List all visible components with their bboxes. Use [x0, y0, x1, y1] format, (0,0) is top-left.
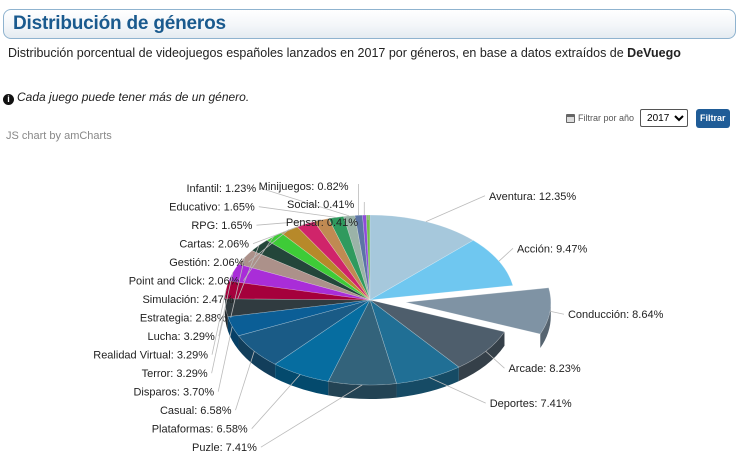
pie-slice-top: [369, 299, 460, 384]
pie-slice[interactable]: [224, 298, 371, 331]
pie-slice-top: [327, 299, 397, 386]
pie-slice-side: [540, 302, 551, 349]
pie-slice-top: [365, 214, 371, 301]
pie-slice-top: [224, 298, 371, 318]
label-leader-line: [235, 351, 255, 411]
slice-label: Social: 0.41%: [287, 199, 354, 211]
label-leader-line: [251, 374, 301, 429]
slice-label: Cartas: 2.06%: [179, 239, 249, 251]
pie-slice[interactable]: [274, 299, 371, 396]
slice-label: Deportes: 7.41%: [490, 398, 572, 410]
year-select[interactable]: 2017: [640, 109, 689, 127]
slice-label: Gestión: 2.06%: [169, 257, 244, 269]
pie-slices: [224, 214, 552, 399]
pie-slice[interactable]: [405, 287, 552, 349]
pie-slice-top: [224, 280, 371, 301]
slice-label: Terror: 3.29%: [142, 368, 208, 380]
pie-slice[interactable]: [369, 299, 460, 398]
pie-slice[interactable]: [369, 239, 514, 301]
label-leader-line: [252, 223, 306, 245]
pie-labels: Aventura: 12.35% Acción: 9.47% Conducción:…: [93, 181, 663, 454]
slice-label: Arcade: 8.23%: [508, 363, 580, 375]
slice-label: Realidad Virtual: 3.29%: [93, 350, 208, 362]
slice-label: Estrategia: 2.88%: [140, 313, 227, 325]
pie-slice-side: [458, 331, 505, 382]
pie-slice[interactable]: [238, 250, 371, 301]
pie-slice-top: [238, 299, 371, 365]
filter-label: Filtrar por año: [578, 113, 635, 123]
pie-slice-side: [275, 364, 329, 396]
pie-slice[interactable]: [354, 214, 371, 301]
label-leader-line: [429, 377, 486, 404]
pie-slice-side: [328, 381, 397, 399]
pie-slice-top: [369, 239, 514, 301]
slice-label: Simulación: 2.47%: [142, 294, 233, 306]
label-leader-line: [549, 310, 565, 315]
label-leader-line: [258, 206, 337, 218]
pie-slice[interactable]: [238, 299, 371, 379]
label-leader-line: [230, 257, 246, 318]
pie-slice-top: [369, 214, 474, 301]
slice-label: Disparos: 3.70%: [133, 387, 214, 399]
label-leader-line: [211, 289, 227, 355]
slice-label: Point and Click: 2.06%: [129, 276, 240, 288]
slice-label: Infantil: 1.23%: [186, 183, 256, 195]
pie-slice[interactable]: [328, 216, 371, 301]
slice-label: Conducción: 8.64%: [568, 309, 664, 321]
pie-slice[interactable]: [365, 214, 371, 301]
label-leader-line: [218, 272, 234, 337]
pie-slice-top: [405, 287, 552, 335]
pie-slice-top: [354, 214, 371, 301]
label-leader-line: [256, 219, 322, 226]
year-filter: Filtrar por año 2017 Filtrar: [566, 108, 730, 128]
pie-slice-top: [313, 218, 371, 301]
slice-label: Puzle: 7.41%: [192, 442, 257, 454]
label-leader-line: [237, 245, 260, 300]
slice-label: Lucha: 3.29%: [148, 331, 215, 343]
note-text: Cada juego puede tener más de un género.: [17, 90, 250, 104]
info-icon: i: [3, 94, 14, 105]
pie-slice-top: [238, 250, 371, 301]
pie-slice[interactable]: [369, 214, 474, 301]
label-leader-line: [485, 350, 505, 369]
page-title: Distribución de géneros: [13, 13, 226, 34]
chart-credit[interactable]: JS chart by amCharts: [6, 130, 112, 142]
slice-label: Educativo: 1.65%: [169, 202, 255, 214]
pie-slice-side: [396, 367, 459, 398]
label-leader-line: [425, 195, 486, 222]
slice-label: Pensar: 0.41%: [286, 217, 358, 229]
slice-label: RPG: 1.65%: [191, 220, 252, 232]
label-leader-line: [211, 307, 227, 374]
pie-slice-top: [328, 216, 371, 301]
slice-label: Acción: 9.47%: [517, 243, 588, 255]
subtitle-source: DeVuego: [627, 46, 681, 60]
label-leader-line: [260, 384, 363, 448]
label-leader-line: [498, 248, 514, 262]
pie-slice-side: [238, 335, 276, 379]
pie-slice-side: [227, 316, 239, 350]
page-header: Distribución de géneros: [3, 9, 736, 39]
pie-slice[interactable]: [224, 280, 371, 301]
filter-button[interactable]: Filtrar: [696, 108, 730, 128]
label-leader-line: [248, 229, 290, 263]
label-leader-line: [243, 236, 275, 281]
pie-slice[interactable]: [228, 263, 371, 301]
pie-slice[interactable]: [313, 218, 371, 301]
pie-slice-top: [228, 263, 371, 301]
slice-label: Plataformas: 6.58%: [152, 424, 248, 436]
pie-slice-top: [274, 299, 371, 382]
slice-label: Aventura: 12.35%: [489, 191, 576, 203]
pie-slice-side: [225, 300, 228, 331]
page-subtitle: Distribución porcentual de videojuegos e…: [8, 46, 681, 60]
info-note: i Cada juego puede tener más de un género…: [3, 90, 249, 105]
slice-label: Casual: 6.58%: [160, 405, 232, 417]
label-leader-line: [260, 187, 350, 217]
slice-label: Minijuegos: 0.82%: [259, 181, 349, 193]
calendar-icon: [566, 113, 575, 123]
subtitle-text: Distribución porcentual de videojuegos e…: [8, 46, 628, 60]
pie-slice[interactable]: [327, 299, 397, 399]
label-leader-line: [217, 326, 233, 392]
